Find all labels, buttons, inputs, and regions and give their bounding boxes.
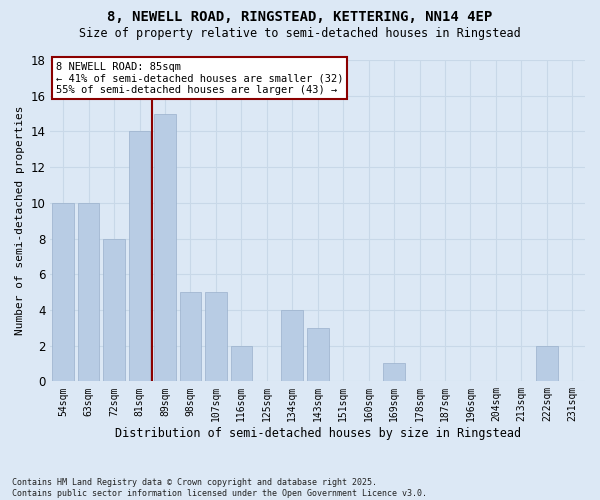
Bar: [78, 203, 100, 382]
Bar: [154, 114, 176, 382]
Text: Contains HM Land Registry data © Crown copyright and database right 2025.
Contai: Contains HM Land Registry data © Crown c…: [12, 478, 427, 498]
Bar: [307, 328, 329, 382]
Bar: [536, 346, 557, 382]
Bar: [383, 364, 405, 382]
Bar: [52, 203, 74, 382]
Bar: [205, 292, 227, 382]
Bar: [179, 292, 201, 382]
Text: 8, NEWELL ROAD, RINGSTEAD, KETTERING, NN14 4EP: 8, NEWELL ROAD, RINGSTEAD, KETTERING, NN…: [107, 10, 493, 24]
Bar: [281, 310, 303, 382]
Bar: [230, 346, 252, 382]
Y-axis label: Number of semi-detached properties: Number of semi-detached properties: [15, 106, 25, 336]
X-axis label: Distribution of semi-detached houses by size in Ringstead: Distribution of semi-detached houses by …: [115, 427, 521, 440]
Bar: [103, 238, 125, 382]
Text: 8 NEWELL ROAD: 85sqm
← 41% of semi-detached houses are smaller (32)
55% of semi-: 8 NEWELL ROAD: 85sqm ← 41% of semi-detac…: [56, 62, 343, 95]
Text: Size of property relative to semi-detached houses in Ringstead: Size of property relative to semi-detach…: [79, 28, 521, 40]
Bar: [128, 132, 151, 382]
